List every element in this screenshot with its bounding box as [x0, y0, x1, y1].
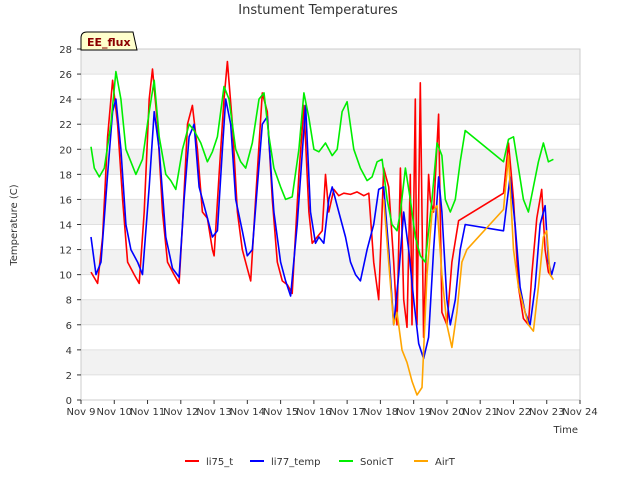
x-axis-label: Time — [553, 425, 578, 436]
y-tick-label: 26 — [59, 70, 72, 81]
grid-band — [81, 324, 580, 350]
grid-band — [81, 124, 580, 150]
y-axis-label: Temperature (C) — [9, 184, 20, 266]
x-tick-label: Nov 15 — [263, 407, 298, 418]
y-tick-label: 28 — [59, 45, 72, 56]
chart-title: Instument Temperatures — [238, 3, 398, 18]
x-tick-label: Nov 21 — [462, 407, 497, 418]
y-tick-label: 0 — [66, 396, 72, 407]
series-line-airt — [382, 154, 555, 396]
y-tick-label: 24 — [59, 95, 72, 106]
y-tick-label: 18 — [59, 170, 72, 181]
y-tick-label: 12 — [59, 246, 72, 257]
grid-band — [81, 299, 580, 325]
site-badge-label: EE_flux — [87, 36, 131, 49]
legend-label: li77_temp — [271, 457, 320, 468]
grid-band — [81, 224, 580, 250]
grid-band — [81, 249, 580, 275]
x-tick-label: Nov 13 — [196, 407, 231, 418]
x-tick-label: Nov 11 — [130, 407, 165, 418]
x-tick-label: Nov 9 — [66, 407, 95, 418]
x-tick-label: Nov 18 — [363, 407, 398, 418]
legend-label: AirT — [435, 457, 456, 468]
y-tick-label: 10 — [59, 271, 72, 282]
grid-band — [81, 274, 580, 300]
x-tick-label: Nov 24 — [562, 407, 597, 418]
x-tick-label: Nov 22 — [496, 407, 531, 418]
x-tick-label: Nov 14 — [230, 407, 265, 418]
x-tick-label: Nov 23 — [529, 407, 564, 418]
y-tick-label: 8 — [66, 296, 72, 307]
grid-band — [81, 349, 580, 375]
x-tick-label: Nov 10 — [97, 407, 132, 418]
legend: li75_t li77_temp SonicT AirT — [185, 457, 456, 468]
grid-bands — [81, 48, 580, 401]
x-tick-label: Nov 17 — [329, 407, 364, 418]
site-badge: EE_flux — [80, 31, 138, 51]
series-line-li77-temp — [90, 98, 556, 360]
y-tick-label: 2 — [66, 371, 72, 382]
y-tick-label: 14 — [59, 221, 72, 232]
legend-label: SonicT — [360, 457, 394, 468]
x-tick-label: Nov 16 — [296, 407, 331, 418]
grid-band — [81, 374, 580, 400]
y-tick-label: 20 — [59, 145, 72, 156]
series-layer — [90, 60, 556, 396]
y-tick-label: 16 — [59, 195, 72, 206]
series-line-sonict — [90, 70, 554, 263]
y-tick-label: 6 — [66, 321, 72, 332]
grid-band — [81, 49, 580, 75]
x-tick-label: Nov 19 — [396, 407, 431, 418]
y-tick-label: 4 — [66, 346, 72, 357]
grid-band — [81, 99, 580, 125]
x-tick-label: Nov 12 — [163, 407, 198, 418]
legend-label: li75_t — [206, 457, 233, 468]
grid-band — [81, 74, 580, 100]
y-tick-label: 22 — [59, 120, 72, 131]
x-tick-label: Nov 20 — [429, 407, 464, 418]
